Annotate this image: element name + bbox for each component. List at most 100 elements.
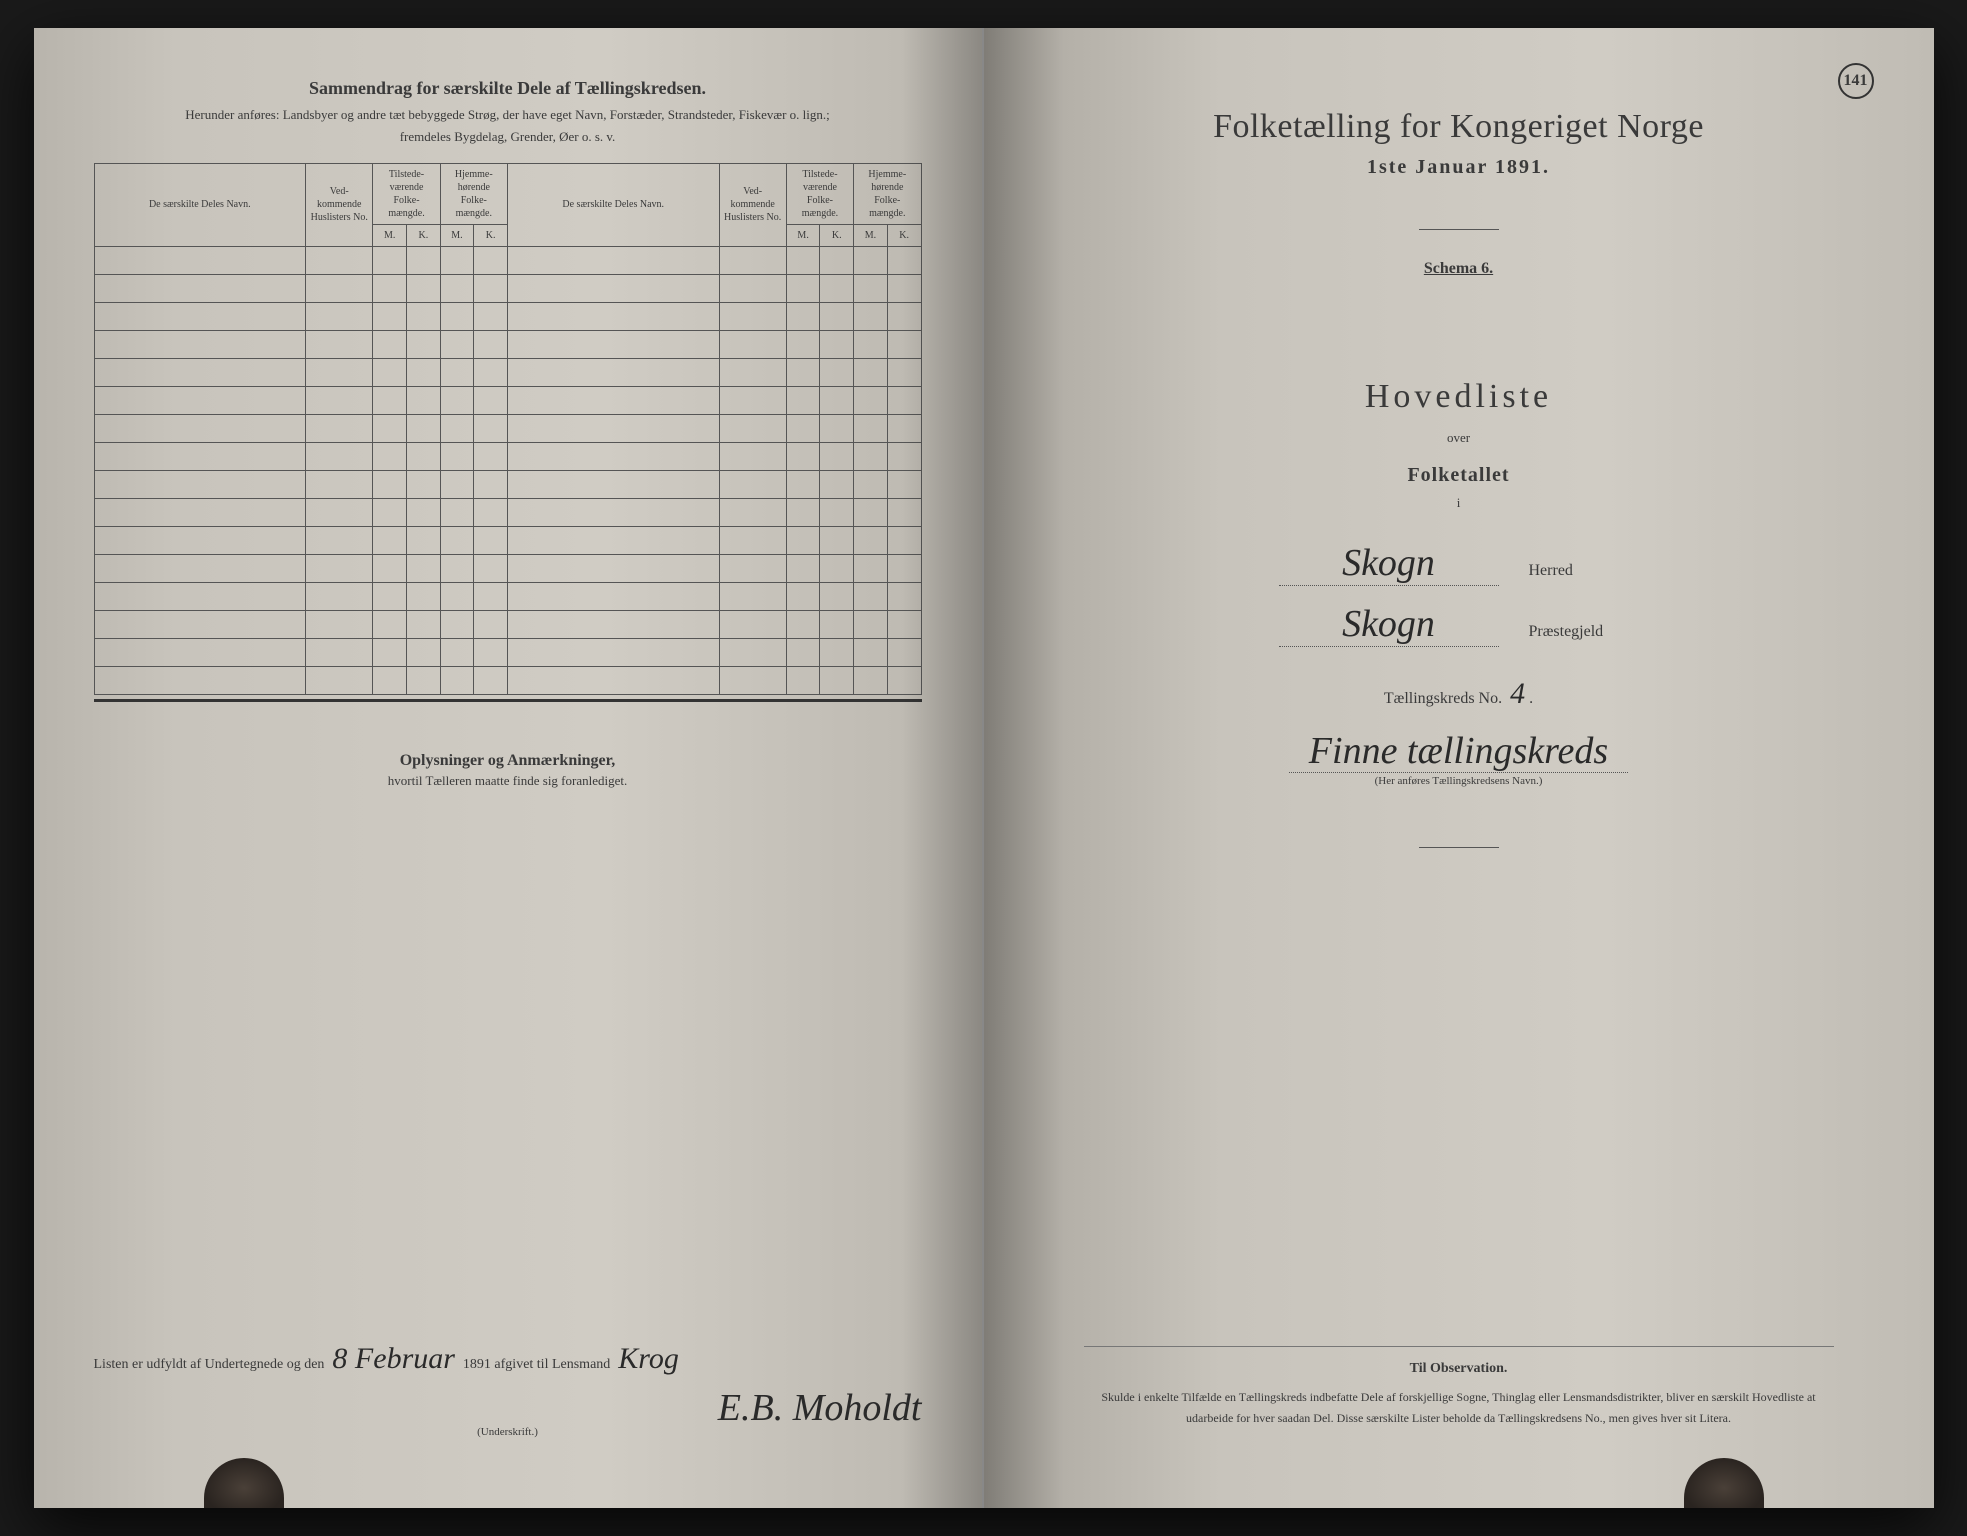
table-cell <box>854 358 888 386</box>
table-cell <box>719 582 786 610</box>
col-m: M. <box>373 224 407 246</box>
table-row <box>94 274 921 302</box>
table-cell <box>786 386 820 414</box>
table-cell <box>719 302 786 330</box>
table-cell <box>440 386 474 414</box>
praestegjeld-line: Skogn Præstegjeld <box>1044 602 1874 647</box>
table-cell <box>306 246 373 274</box>
table-cell <box>820 582 854 610</box>
table-cell <box>440 330 474 358</box>
table-cell <box>887 358 921 386</box>
col-m: M. <box>854 224 888 246</box>
notes-section: Oplysninger og Anmærkninger, hvortil Tæl… <box>94 752 922 789</box>
table-row <box>94 638 921 666</box>
table-cell <box>820 610 854 638</box>
table-cell <box>373 582 407 610</box>
praestegjeld-label: Præstegjeld <box>1529 623 1639 641</box>
table-row <box>94 246 921 274</box>
table-cell <box>94 358 306 386</box>
table-row <box>94 554 921 582</box>
table-cell <box>820 554 854 582</box>
table-cell <box>854 666 888 694</box>
book-clip-icon <box>1684 1458 1764 1508</box>
table-cell <box>373 358 407 386</box>
table-cell <box>373 274 407 302</box>
over-label: over <box>1044 430 1874 446</box>
sig-date-handwritten: 8 Februar <box>332 1342 455 1376</box>
table-cell <box>507 330 719 358</box>
table-cell <box>306 582 373 610</box>
table-cell <box>407 470 441 498</box>
table-cell <box>719 666 786 694</box>
census-title: Folketælling for Kongeriget Norge <box>1044 108 1874 146</box>
table-cell <box>786 526 820 554</box>
table-cell <box>474 358 508 386</box>
table-cell <box>507 246 719 274</box>
table-cell <box>887 330 921 358</box>
table-cell <box>407 610 441 638</box>
table-cell <box>306 666 373 694</box>
table-cell <box>854 638 888 666</box>
table-cell <box>474 246 508 274</box>
table-cell <box>820 330 854 358</box>
sig-prefix: Listen er udfyldt af Undertegnede og den <box>94 1357 325 1373</box>
notes-subtitle: hvortil Tælleren maatte finde sig foranl… <box>94 773 922 789</box>
col-k: K. <box>820 224 854 246</box>
divider <box>1419 229 1499 230</box>
table-cell <box>373 414 407 442</box>
herred-label: Herred <box>1529 562 1639 580</box>
table-row <box>94 526 921 554</box>
col-huslister: Ved-kommende Huslisters No. <box>306 163 373 246</box>
table-cell <box>440 274 474 302</box>
table-cell <box>440 246 474 274</box>
observation-text: Skulde i enkelte Tilfælde en Tællingskre… <box>1084 1387 1834 1428</box>
table-cell <box>94 414 306 442</box>
table-cell <box>440 638 474 666</box>
kreds-caption: (Her anføres Tællingskredsens Navn.) <box>1044 775 1874 787</box>
kreds-name-handwritten: Finne tællingskreds <box>1289 730 1628 773</box>
table-cell <box>94 274 306 302</box>
table-cell <box>820 638 854 666</box>
table-cell <box>94 666 306 694</box>
col-k: K. <box>407 224 441 246</box>
table-cell <box>306 610 373 638</box>
col-m: M. <box>440 224 474 246</box>
table-cell <box>306 554 373 582</box>
table-cell <box>507 442 719 470</box>
table-cell <box>820 358 854 386</box>
table-cell <box>306 330 373 358</box>
observation-title: Til Observation. <box>1084 1361 1834 1377</box>
table-cell <box>854 330 888 358</box>
table-cell <box>719 330 786 358</box>
table-cell <box>507 610 719 638</box>
table-cell <box>407 274 441 302</box>
table-cell <box>719 246 786 274</box>
table-cell <box>854 470 888 498</box>
table-row <box>94 330 921 358</box>
table-cell <box>373 666 407 694</box>
table-cell <box>440 554 474 582</box>
table-cell <box>854 386 888 414</box>
table-cell <box>407 386 441 414</box>
table-cell <box>887 414 921 442</box>
col-m: M. <box>786 224 820 246</box>
table-cell <box>854 246 888 274</box>
table-cell <box>474 330 508 358</box>
table-row <box>94 470 921 498</box>
table-cell <box>407 358 441 386</box>
table-cell <box>854 302 888 330</box>
table-row <box>94 442 921 470</box>
census-date: 1ste Januar 1891. <box>1044 156 1874 179</box>
table-cell <box>507 386 719 414</box>
col-k: K. <box>474 224 508 246</box>
notes-title: Oplysninger og Anmærkninger, <box>94 752 922 770</box>
table-cell <box>407 302 441 330</box>
table-cell <box>786 302 820 330</box>
table-cell <box>719 554 786 582</box>
table-cell <box>854 274 888 302</box>
page-number: 141 <box>1838 63 1874 99</box>
table-cell <box>440 470 474 498</box>
sig-lensmand-handwritten: Krog <box>618 1342 679 1376</box>
table-cell <box>407 330 441 358</box>
table-cell <box>306 442 373 470</box>
